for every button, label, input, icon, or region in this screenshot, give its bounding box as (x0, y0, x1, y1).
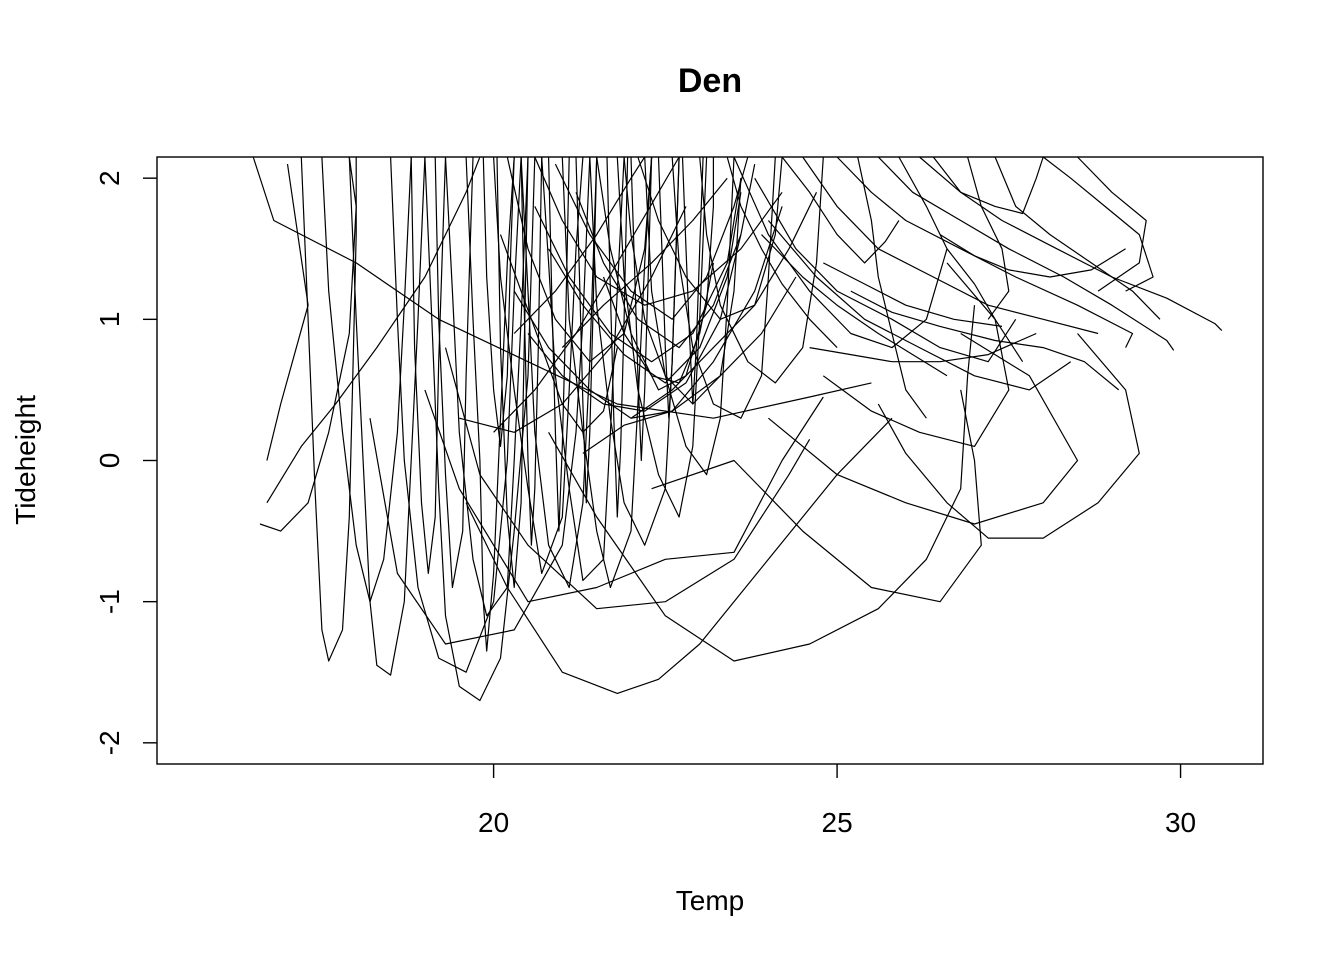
series-line-56 (898, 156, 1024, 363)
series-line-7 (348, 156, 426, 676)
series-line-65 (548, 156, 570, 532)
series-line-39 (506, 156, 653, 363)
series-line-33 (548, 192, 742, 384)
series-line-49 (1042, 156, 1154, 292)
y-tick-label-2: 2 (94, 170, 125, 186)
series-line-75 (493, 156, 680, 433)
x-axis: 20 25 30 (478, 764, 1196, 838)
series-line-26 (616, 156, 708, 518)
series-line-72 (434, 156, 474, 589)
series-line-36 (534, 156, 783, 306)
series-line-74 (482, 156, 515, 447)
y-tick-label--2: -2 (94, 730, 125, 755)
y-tick-label--1: -1 (94, 589, 125, 614)
series-line-54 (823, 262, 1003, 327)
x-tick-label-30: 30 (1165, 807, 1196, 838)
y-tick-label-0: 0 (94, 453, 125, 469)
series-line-50 (1077, 156, 1147, 292)
series-line-5 (300, 156, 357, 662)
x-axis-label: Temp (676, 885, 744, 916)
series-line-29 (699, 156, 824, 384)
series-line-73 (410, 156, 447, 575)
series-line-2 (266, 164, 309, 461)
series-line-18 (768, 332, 1079, 525)
series-line-3 (259, 156, 357, 532)
series-line-21 (493, 156, 584, 575)
series-line-23 (541, 156, 625, 582)
series-line-12 (465, 156, 515, 652)
series-line-63 (602, 262, 714, 384)
series-line-59 (857, 156, 927, 419)
y-axis: -2 -1 0 1 2 (94, 170, 157, 755)
series-line-71 (496, 156, 529, 589)
series-line-52 (939, 234, 1126, 278)
series-line-48 (994, 156, 1161, 320)
series-line-47 (919, 156, 1223, 332)
series-line-37 (513, 206, 783, 419)
series-line-13 (424, 389, 824, 603)
series-line-67 (606, 156, 629, 518)
series-line-57 (761, 234, 948, 377)
series-line-16 (548, 305, 976, 662)
series-line-11 (444, 156, 529, 617)
y-tick-label-1: 1 (94, 312, 125, 328)
y-axis-label: Tideheight (10, 395, 41, 525)
series-line-4 (266, 156, 481, 504)
series-line-60 (967, 156, 1010, 320)
series-line-30 (534, 178, 742, 363)
series-line-79 (630, 192, 818, 419)
series-line-14 (444, 347, 811, 610)
plot-lines (252, 156, 1223, 702)
series-line-45 (836, 156, 1134, 348)
series-line-9 (390, 156, 522, 673)
series-line-27 (644, 156, 735, 476)
series-line-42 (754, 177, 1017, 363)
series-line-40 (637, 156, 783, 320)
series-line-38 (623, 156, 742, 405)
chart-title: Den (678, 62, 742, 100)
series-line-51 (932, 156, 1044, 215)
series-line-69 (657, 156, 680, 419)
series-line-77 (513, 156, 646, 334)
series-line-76 (459, 206, 687, 433)
series-line-15 (465, 417, 893, 695)
series-line-55 (781, 156, 900, 264)
series-line-28 (671, 156, 776, 419)
series-line-43 (767, 220, 1072, 391)
series-line-70 (681, 156, 704, 405)
series-line-78 (561, 177, 728, 349)
series-line-20 (877, 333, 1140, 539)
series-line-53 (850, 290, 1120, 391)
series-line-17 (651, 389, 982, 603)
series-line-58 (809, 332, 1037, 363)
x-tick-label-20: 20 (478, 807, 509, 838)
series-line-8 (369, 156, 591, 645)
series-line-80 (582, 276, 797, 454)
x-tick-label-25: 25 (822, 807, 853, 838)
series-line-68 (630, 156, 653, 462)
series-line-41 (733, 156, 948, 349)
series-line-44 (802, 156, 1099, 335)
series-line-24 (561, 156, 653, 589)
series-line-61 (726, 156, 838, 349)
series-line-31 (554, 156, 749, 320)
series-line-10 (424, 156, 536, 702)
